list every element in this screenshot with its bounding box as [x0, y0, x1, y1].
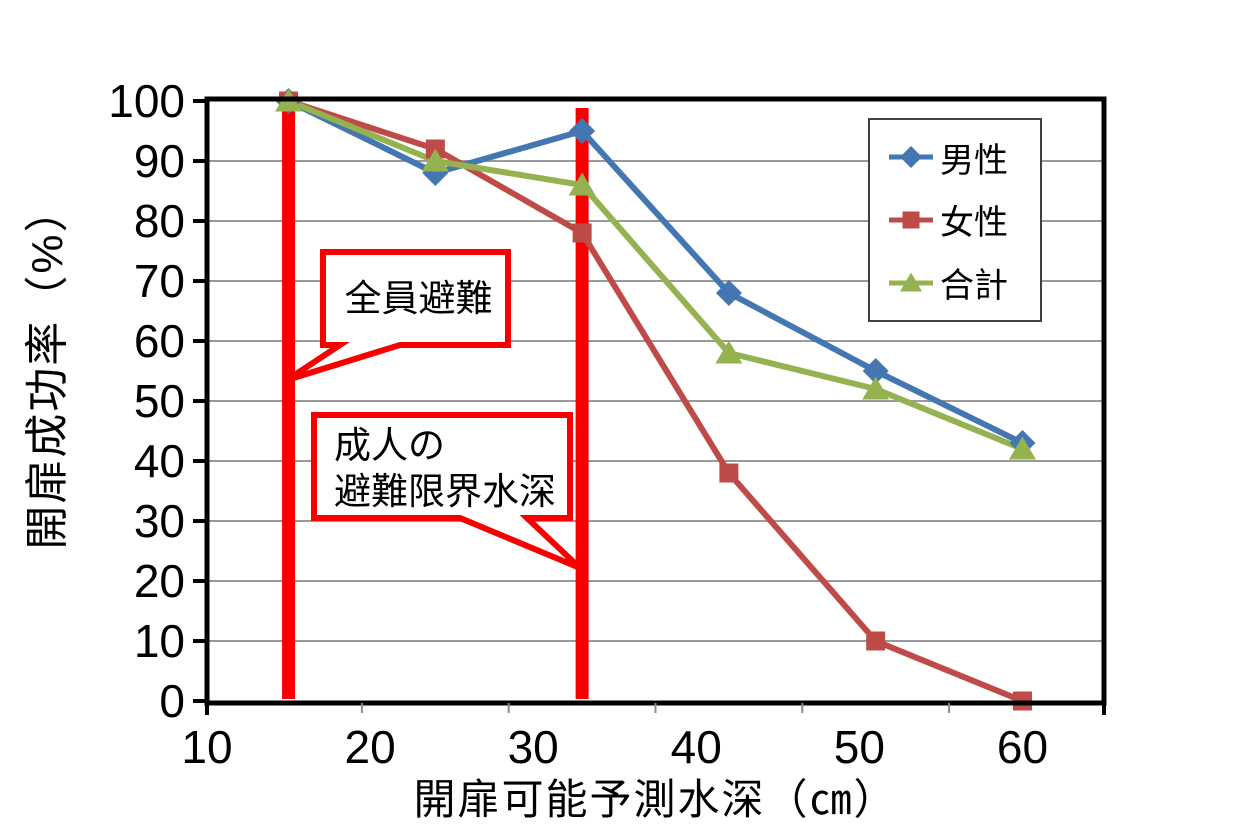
- series-marker-0-4: [862, 358, 889, 384]
- y-tick-label-100: 100: [108, 75, 185, 127]
- y-tick-label-80: 80: [134, 195, 185, 247]
- series-marker-1-4: [866, 631, 886, 651]
- y-tick-label-60: 60: [134, 315, 185, 367]
- series-line-0: [285, 98, 1026, 446]
- diamond-marker-icon: [889, 146, 933, 169]
- legend-label-1: 女性: [940, 204, 1008, 243]
- callout-all-evacuate-shape: [285, 249, 511, 383]
- series-marker-2-2: [568, 172, 596, 196]
- legend-item-0: 男性: [888, 133, 1040, 182]
- series-marker-2-1: [421, 148, 449, 172]
- y-axis-title: 開扉成功率（%）: [23, 186, 72, 550]
- series-marker-2-4: [862, 376, 890, 400]
- y-tick-label-10: 10: [134, 615, 185, 667]
- legend-item-2: 合計: [888, 258, 1040, 307]
- series-line-1: [285, 98, 1026, 704]
- series-line-2: [285, 98, 1026, 452]
- chart-legend: 男性 女性 合計: [868, 118, 1042, 322]
- series-marker-1-3: [719, 463, 739, 483]
- y-tick-label-40: 40: [134, 435, 185, 487]
- triangle-marker-icon: [889, 272, 933, 292]
- y-tick-label-0: 0: [159, 675, 185, 727]
- y-tick-label-70: 70: [134, 255, 185, 307]
- x-tick-label-60: 60: [997, 721, 1048, 773]
- x-tick-label-50: 50: [834, 721, 885, 773]
- x-axis-title: 開扉可能予測水深（㎝）: [413, 776, 898, 823]
- series-marker-1-2: [572, 223, 592, 243]
- series-marker-2-5: [1008, 436, 1036, 460]
- series-marker-0-3: [715, 280, 742, 306]
- callout-all-evacuate-text: 全員避難: [344, 277, 493, 319]
- series-marker-0-2: [569, 118, 596, 144]
- legend-item-1: 女性: [888, 195, 1040, 244]
- y-tick-label-90: 90: [134, 135, 185, 187]
- x-tick-label-20: 20: [345, 721, 396, 773]
- legend-label-0: 男性: [940, 141, 1008, 180]
- x-tick-label-10: 10: [181, 721, 232, 773]
- y-tick-label-20: 20: [134, 555, 185, 607]
- y-tick-label-50: 50: [134, 375, 185, 427]
- square-marker-icon: [889, 211, 933, 229]
- y-tick-label-30: 30: [134, 495, 185, 547]
- series-marker-2-3: [715, 340, 743, 364]
- x-tick-label-40: 40: [671, 721, 722, 773]
- callout-adult-limit-shape: [311, 412, 583, 571]
- legend-label-2: 合計: [940, 267, 1008, 306]
- callout-adult-limit-text: 成人の 避難限界水深: [334, 425, 556, 512]
- x-tick-label-30: 30: [508, 721, 559, 773]
